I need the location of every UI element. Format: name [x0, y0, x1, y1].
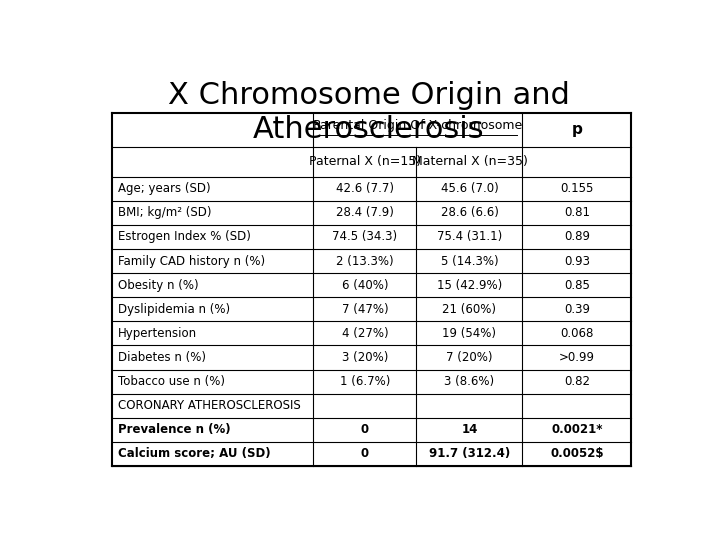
- Text: 0.89: 0.89: [564, 231, 590, 244]
- Text: 0.39: 0.39: [564, 303, 590, 316]
- Text: 0: 0: [361, 448, 369, 461]
- Text: 7 (47%): 7 (47%): [341, 303, 388, 316]
- Text: p: p: [572, 122, 582, 137]
- Text: 28.6 (6.6): 28.6 (6.6): [441, 206, 498, 219]
- Text: Estrogen Index % (SD): Estrogen Index % (SD): [118, 231, 251, 244]
- Text: 2 (13.3%): 2 (13.3%): [336, 254, 394, 267]
- Text: 0: 0: [361, 423, 369, 436]
- Text: 0.93: 0.93: [564, 254, 590, 267]
- Text: 0.0021*: 0.0021*: [551, 423, 603, 436]
- Text: 28.4 (7.9): 28.4 (7.9): [336, 206, 394, 219]
- Text: Hypertension: Hypertension: [118, 327, 197, 340]
- Text: 3 (8.6%): 3 (8.6%): [444, 375, 495, 388]
- Text: 15 (42.9%): 15 (42.9%): [437, 279, 502, 292]
- Text: Family CAD history n (%): Family CAD history n (%): [118, 254, 265, 267]
- Text: 21 (60%): 21 (60%): [442, 303, 496, 316]
- Text: Paternal X (n=15): Paternal X (n=15): [309, 155, 421, 168]
- Text: 0.82: 0.82: [564, 375, 590, 388]
- Text: 4 (27%): 4 (27%): [341, 327, 388, 340]
- Text: 42.6 (7.7): 42.6 (7.7): [336, 182, 394, 195]
- Text: 0.81: 0.81: [564, 206, 590, 219]
- Text: 14: 14: [462, 423, 477, 436]
- Text: 91.7 (312.4): 91.7 (312.4): [429, 448, 510, 461]
- Text: 5 (14.3%): 5 (14.3%): [441, 254, 498, 267]
- Text: X Chromosome Origin and
Atherosclerosis: X Chromosome Origin and Atherosclerosis: [168, 82, 570, 144]
- Text: 3 (20%): 3 (20%): [341, 351, 388, 364]
- Text: 19 (54%): 19 (54%): [442, 327, 496, 340]
- Text: 1 (6.7%): 1 (6.7%): [340, 375, 390, 388]
- Text: 75.4 (31.1): 75.4 (31.1): [437, 231, 502, 244]
- Text: Age; years (SD): Age; years (SD): [118, 182, 210, 195]
- Text: Tobacco use n (%): Tobacco use n (%): [118, 375, 225, 388]
- Text: >0.99: >0.99: [559, 351, 595, 364]
- Text: Parental Origin Of X-chromosome: Parental Origin Of X-chromosome: [313, 119, 523, 132]
- Text: Prevalence n (%): Prevalence n (%): [118, 423, 230, 436]
- Text: CORONARY ATHEROSCLEROSIS: CORONARY ATHEROSCLEROSIS: [118, 399, 301, 412]
- Text: 74.5 (34.3): 74.5 (34.3): [332, 231, 397, 244]
- Text: 0.068: 0.068: [560, 327, 593, 340]
- Text: 0.155: 0.155: [560, 182, 593, 195]
- Text: Dyslipidemia n (%): Dyslipidemia n (%): [118, 303, 230, 316]
- Text: 7 (20%): 7 (20%): [446, 351, 492, 364]
- Text: BMI; kg/m² (SD): BMI; kg/m² (SD): [118, 206, 212, 219]
- Text: Obesity n (%): Obesity n (%): [118, 279, 199, 292]
- Text: 0.85: 0.85: [564, 279, 590, 292]
- Text: 0.0052$: 0.0052$: [550, 448, 603, 461]
- Text: 6 (40%): 6 (40%): [341, 279, 388, 292]
- Text: Diabetes n (%): Diabetes n (%): [118, 351, 206, 364]
- Text: Calcium score; AU (SD): Calcium score; AU (SD): [118, 448, 271, 461]
- Text: Maternal X (n=35): Maternal X (n=35): [412, 155, 527, 168]
- Text: 45.6 (7.0): 45.6 (7.0): [441, 182, 498, 195]
